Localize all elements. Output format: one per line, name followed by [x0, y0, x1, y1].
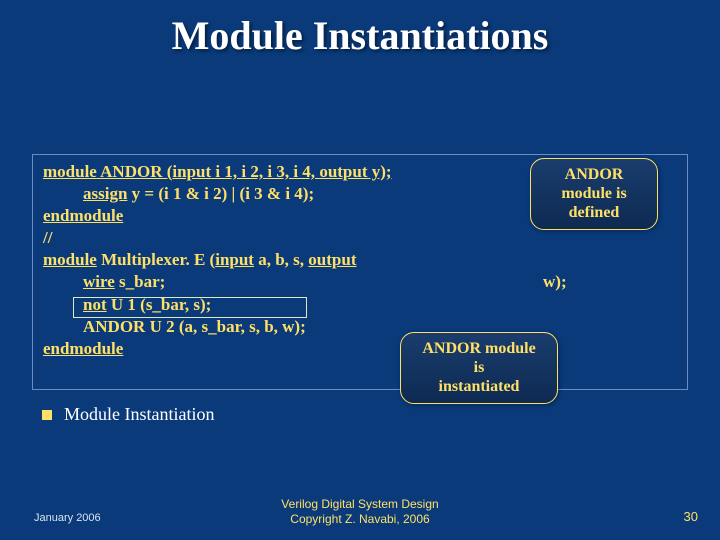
callout-line: defined — [545, 203, 643, 222]
code-text: y = (i 1 & i 2) | (i 3 & i 4); — [127, 184, 314, 203]
kw-input: input — [172, 162, 211, 181]
kw-module: module — [43, 162, 97, 181]
code-text: i 1, i 2, i 3, i 4, — [211, 162, 319, 181]
code-line-5: module Multiplexer. E (input a, b, s, ou… — [43, 249, 677, 271]
callout-line: module is — [545, 184, 643, 203]
bullet-square-icon — [42, 410, 52, 420]
footer-center-l1: Verilog Digital System Design — [0, 497, 720, 511]
callout-line: ANDOR — [545, 165, 643, 184]
code-text: Multiplexer. E ( — [97, 250, 215, 269]
callout-line: instantiated — [415, 377, 543, 396]
kw-output: output — [308, 250, 356, 269]
bullet-item: Module Instantiation — [42, 404, 214, 425]
callout-defined: ANDOR module is defined — [530, 158, 658, 230]
instantiation-highlight-box — [73, 297, 307, 318]
bullet-text: Module Instantiation — [64, 404, 214, 425]
code-text: s_bar; — [115, 272, 166, 291]
footer-center-l2: Copyright Z. Navabi, 2006 — [0, 512, 720, 526]
kw-output: output — [319, 162, 367, 181]
callout-line: ANDOR module — [415, 339, 543, 358]
kw-module: module — [43, 250, 97, 269]
kw-wire: wire — [83, 272, 115, 291]
code-line-9: endmodule — [43, 338, 677, 360]
code-line-5-ext: w); — [543, 271, 567, 293]
kw-assign: assign — [83, 184, 127, 203]
page-title: Module Instantiations — [0, 0, 720, 59]
kw-endmodule: endmodule — [43, 339, 123, 358]
kw-endmodule: endmodule — [43, 206, 123, 225]
callout-instantiated: ANDOR module is instantiated — [400, 332, 558, 404]
code-line-6: wire s_bar; — [43, 271, 677, 293]
callout-line: is — [415, 358, 543, 377]
code-line-4: // — [43, 227, 677, 249]
kw-input: input — [215, 250, 254, 269]
code-text: y); — [368, 162, 392, 181]
footer-center: Verilog Digital System Design Copyright … — [0, 497, 720, 526]
code-text: ANDOR ( — [97, 162, 173, 181]
footer-page-number: 30 — [684, 509, 698, 524]
code-text: a, b, s, — [254, 250, 308, 269]
code-line-8: ANDOR U 2 (a, s_bar, s, b, w); — [43, 316, 677, 338]
